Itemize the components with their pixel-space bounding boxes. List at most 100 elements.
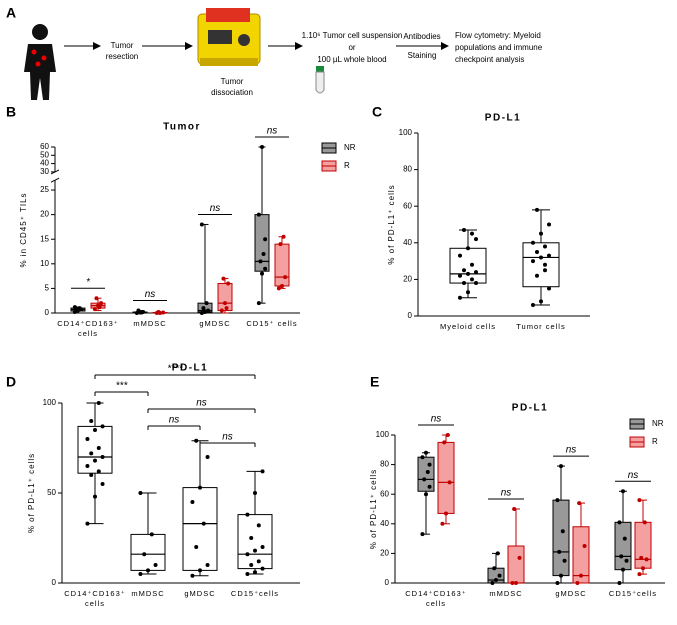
data-point	[497, 573, 502, 578]
box	[417, 456, 435, 492]
significance-label: ns	[222, 432, 233, 443]
y-tick-label: 60	[380, 489, 389, 498]
data-point	[94, 296, 99, 301]
x-tick-label: gMDSC	[199, 319, 231, 328]
data-point	[621, 489, 625, 494]
y-tick-label: 0	[45, 308, 50, 317]
data-point	[535, 249, 539, 254]
data-point	[458, 253, 462, 258]
data-point	[204, 301, 209, 306]
y-tick-label: 25	[40, 185, 49, 194]
data-point	[424, 492, 428, 497]
x-tick-label: CD15⁺cells	[608, 589, 658, 598]
data-point	[256, 523, 261, 528]
data-point	[93, 458, 97, 463]
data-point	[201, 521, 206, 526]
data-point	[557, 549, 562, 554]
box	[130, 533, 166, 571]
x-tick-label: CD14⁺CD163⁺ cells	[64, 589, 126, 608]
data-point	[420, 532, 425, 537]
box	[614, 521, 632, 571]
legend-label: NR	[652, 419, 664, 428]
chart-title: PD-L1	[512, 403, 548, 414]
data-point	[621, 567, 625, 572]
y-tick-label: 60	[403, 201, 412, 210]
data-point	[637, 572, 642, 577]
data-point	[543, 268, 547, 273]
data-point	[510, 581, 515, 585]
data-point	[283, 275, 288, 280]
y-tick-label: 5	[45, 284, 50, 293]
data-point	[531, 259, 535, 264]
y-tick-label: 40	[40, 159, 49, 168]
data-point	[427, 462, 432, 467]
data-point	[539, 231, 543, 236]
y-tick-label: 40	[403, 238, 412, 247]
data-point	[85, 521, 90, 526]
x-tick-label: Tumor cells	[516, 322, 566, 331]
data-point	[253, 570, 257, 575]
data-point	[261, 251, 266, 256]
data-point	[560, 529, 565, 534]
significance-label: *	[86, 277, 91, 288]
data-point	[514, 581, 518, 585]
data-point	[256, 559, 261, 564]
data-point	[205, 563, 210, 567]
data-point	[474, 281, 478, 286]
y-tick-label: 80	[403, 165, 412, 174]
data-point	[535, 207, 539, 212]
data-point	[219, 308, 224, 313]
data-point	[142, 552, 147, 557]
significance-label: ns	[169, 415, 180, 426]
box	[182, 487, 218, 571]
data-point	[462, 281, 466, 286]
data-point	[221, 276, 226, 281]
data-point	[466, 246, 470, 251]
axis-break	[50, 177, 60, 183]
panel-label: B	[6, 104, 16, 120]
data-point	[260, 566, 265, 571]
step-text: Staining	[408, 51, 437, 60]
x-tick-label: CD14⁺CD163⁺ cells	[405, 589, 467, 608]
y-tick-label: 0	[408, 311, 413, 320]
step-text: 100 µL whole blood	[317, 55, 386, 64]
chart-title: Tumor	[163, 122, 201, 133]
x-tick-label-box: gMDSC	[184, 589, 214, 598]
box	[634, 521, 652, 569]
x-tick-label: CD15⁺cells	[230, 589, 280, 598]
data-point	[466, 271, 470, 276]
data-point	[153, 563, 158, 567]
x-tick-label-box: Myeloid cells	[440, 322, 496, 331]
box	[572, 526, 590, 584]
data-point	[539, 299, 543, 304]
data-point	[226, 281, 231, 286]
data-point	[577, 501, 582, 506]
data-point	[555, 498, 560, 503]
data-point	[547, 286, 551, 291]
x-tick-label-box: CD14⁺CD163⁺ cells	[405, 589, 467, 608]
data-point	[470, 262, 474, 267]
box	[254, 214, 270, 272]
data-point	[622, 536, 627, 541]
data-point	[97, 305, 102, 310]
data-point	[92, 307, 97, 312]
x-tick-label-box: CD14⁺CD163⁺ cells	[57, 319, 117, 338]
data-point	[474, 237, 478, 242]
data-point	[96, 401, 101, 405]
data-point	[89, 451, 94, 456]
panel-a: A Tumor resection Tumor dissociation 1.1…	[6, 5, 543, 100]
data-point	[93, 494, 97, 499]
data-point	[547, 253, 551, 258]
step-text: checkpoint analysis	[455, 55, 524, 64]
data-point	[442, 440, 447, 445]
y-axis-label: % in CD45⁺ TILs	[19, 192, 28, 267]
x-tick-label: Myeloid cells	[440, 322, 496, 331]
box	[237, 514, 273, 570]
data-point	[260, 271, 264, 276]
data-point	[642, 520, 647, 525]
step-text: 1.10⁶ Tumor cell suspension	[302, 31, 403, 40]
data-point	[624, 558, 629, 563]
data-point	[76, 308, 80, 313]
